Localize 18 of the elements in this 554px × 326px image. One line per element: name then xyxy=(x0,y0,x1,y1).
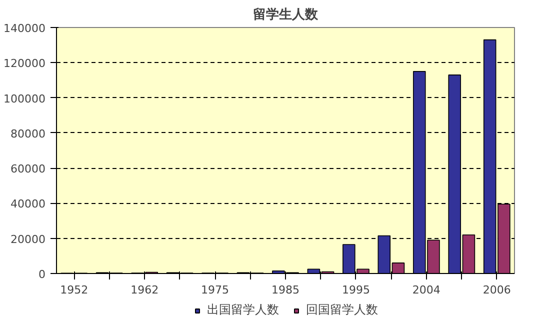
y-tick-label: 120000 xyxy=(4,57,46,70)
x-tick-label: 1975 xyxy=(201,284,230,296)
y-tick-label: 40000 xyxy=(10,198,46,211)
chart-title: 留学生人数 xyxy=(253,8,319,22)
x-tick-label: 1962 xyxy=(130,284,159,296)
legend-label: 回国留学人数 xyxy=(306,302,378,318)
x-tick-label: 2006 xyxy=(482,284,511,296)
x-tick-label: 1952 xyxy=(60,284,88,296)
y-tick-label: 100000 xyxy=(4,92,46,106)
legend-label: 出国留学人数 xyxy=(207,302,279,318)
y-tick-label: 0 xyxy=(38,268,46,281)
x-tick-label: 2004 xyxy=(412,284,440,296)
y-tick-label: 60000 xyxy=(10,162,46,176)
y-tick-label: 80000 xyxy=(10,127,46,140)
y-tick-label: 20000 xyxy=(10,232,46,246)
x-tick-label: 1995 xyxy=(342,284,370,296)
x-tick-label: 1985 xyxy=(272,284,300,296)
y-tick-label: 140000 xyxy=(4,22,46,35)
